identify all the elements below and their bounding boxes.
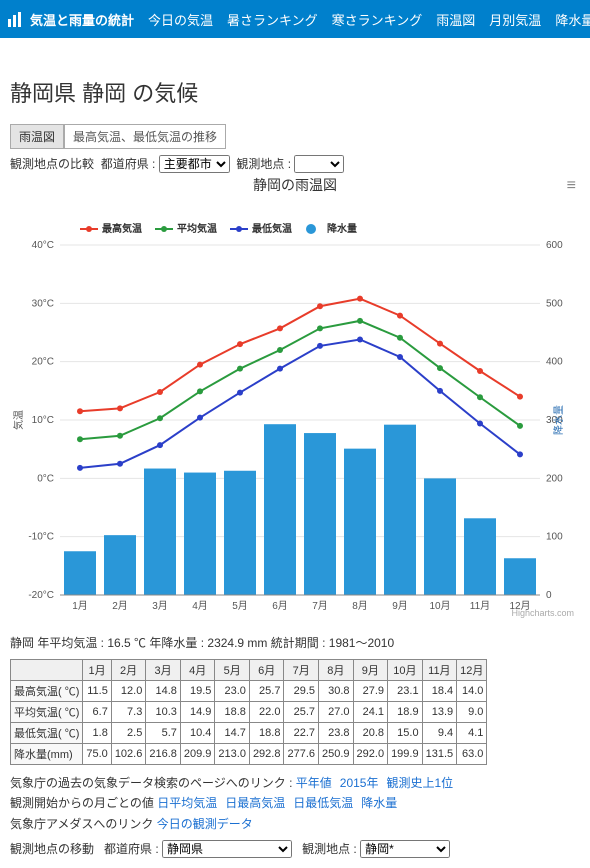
page-title: 静岡県 静岡 の気候 [10, 76, 580, 108]
svg-text:7月: 7月 [312, 600, 328, 612]
svg-text:1月: 1月 [72, 600, 88, 612]
chart-container: 静岡の雨温図 ≡ -20°C -10°C 0°C 10°C 20°C 30°C 40°C 0 1… [10, 175, 580, 628]
nav-item-monthly[interactable]: 月別気温 [489, 10, 541, 29]
compare-label: 観測地点の比較 [10, 157, 94, 171]
site-logo[interactable]: 気温と雨量の統計 [6, 9, 134, 29]
links-block: 気象庁の過去の気象データ検索のページへのリンク : 平年値2015年観測史上1位… [10, 773, 580, 834]
svg-text:平均気温: 平均気温 [177, 222, 217, 235]
footer-pref-select[interactable]: 静岡県 [162, 840, 292, 858]
site-title: 気温と雨量の統計 [30, 10, 134, 29]
svg-text:降水量: 降水量 [552, 405, 565, 435]
nav-item-precip[interactable]: 降水量ラ [555, 10, 590, 29]
move-label: 観測地点の移動 [10, 842, 94, 856]
svg-text:0°C: 0°C [37, 473, 54, 484]
chart-menu-icon[interactable]: ≡ [567, 177, 576, 195]
svg-text:600: 600 [546, 240, 563, 251]
link-davg[interactable]: 日平均気温 [157, 796, 217, 810]
tab-maxmin[interactable]: 最高気温、最低気温の推移 [64, 124, 226, 149]
svg-text:降水量: 降水量 [327, 222, 357, 235]
svg-text:最低気温: 最低気温 [252, 222, 292, 235]
nav-item-cold[interactable]: 寒さランキング [332, 10, 423, 29]
svg-text:10°C: 10°C [32, 415, 54, 426]
svg-text:20°C: 20°C [32, 357, 54, 368]
hythergraph-chart: -20°C-10°C0°C10°C20°C30°C40°C01002003004… [10, 195, 570, 625]
top-nav: 気温と雨量の統計 今日の気温 暑さランキング 寒さランキング 雨温図 月別気温 … [0, 0, 590, 38]
svg-text:5月: 5月 [232, 600, 248, 612]
point-select[interactable] [294, 155, 344, 173]
pref-label: 都道府県 : [101, 157, 156, 171]
compare-controls: 観測地点の比較 都道府県 : 主要都市 観測地点 : [10, 155, 580, 173]
link-dmax[interactable]: 日最高気温 [225, 796, 285, 810]
link-record[interactable]: 観測史上1位 [386, 776, 453, 790]
svg-text:500: 500 [546, 298, 563, 309]
footer-controls: 観測地点の移動 都道府県 : 静岡県 観測地点 : 静岡* [10, 840, 580, 858]
chart-credit: Highcharts.com [511, 608, 574, 618]
monthly-data-table: 1月2月3月4月5月6月7月8月9月10月11月12月最高気温( ℃)11.51… [10, 659, 487, 765]
svg-text:-20°C: -20°C [28, 590, 54, 601]
link-dmin[interactable]: 日最低気温 [293, 796, 353, 810]
tab-hythergraph[interactable]: 雨温図 [10, 124, 64, 149]
svg-text:30°C: 30°C [32, 298, 54, 309]
summary-line: 静岡 年平均気温 : 16.5 ℃ 年降水量 : 2324.9 mm 統計期間 … [10, 634, 580, 651]
svg-text:4月: 4月 [192, 600, 208, 612]
chart-title: 静岡の雨温図 [10, 175, 580, 195]
svg-text:8月: 8月 [352, 600, 368, 612]
svg-text:100: 100 [546, 532, 563, 543]
svg-text:400: 400 [546, 357, 563, 368]
footer-point-select[interactable]: 静岡* [360, 840, 450, 858]
svg-text:2月: 2月 [112, 600, 128, 612]
svg-text:200: 200 [546, 473, 563, 484]
nav-item-today[interactable]: 今日の気温 [148, 10, 213, 29]
pref-select[interactable]: 主要都市 [159, 155, 230, 173]
point-label: 観測地点 : [236, 157, 291, 171]
svg-text:9月: 9月 [392, 600, 408, 612]
nav-item-climo[interactable]: 雨温図 [436, 10, 475, 29]
link-normals[interactable]: 平年値 [296, 776, 332, 790]
svg-text:6月: 6月 [272, 600, 288, 612]
tabs: 雨温図 最高気温、最低気温の推移 [10, 124, 580, 149]
svg-text:0: 0 [546, 590, 552, 601]
svg-text:最高気温: 最高気温 [102, 222, 142, 235]
link-2015[interactable]: 2015年 [340, 776, 379, 790]
link-dprecip[interactable]: 降水量 [361, 796, 397, 810]
svg-text:3月: 3月 [152, 600, 168, 612]
bars-icon [6, 9, 26, 29]
svg-text:40°C: 40°C [32, 240, 54, 251]
svg-text:-10°C: -10°C [28, 532, 54, 543]
nav-item-hot[interactable]: 暑さランキング [227, 10, 318, 29]
svg-text:11月: 11月 [470, 600, 490, 612]
svg-text:気温: 気温 [12, 410, 25, 430]
svg-text:10月: 10月 [429, 600, 450, 612]
